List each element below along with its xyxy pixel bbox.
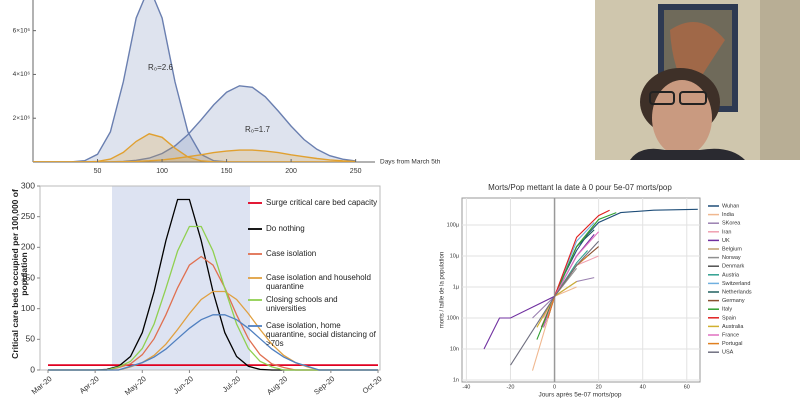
x-tick-label: -40: [462, 384, 470, 390]
y-tick-label: 10µ: [450, 253, 460, 259]
legend-label: Norway: [722, 255, 741, 261]
y-tick-label: 10n: [450, 346, 459, 352]
webcam: [595, 0, 800, 160]
y-tick-label: 4×10⁶: [13, 71, 31, 78]
y-axis-label: morts / taille de la population: [440, 252, 446, 328]
series-line: [483, 233, 595, 350]
y-tick-label: 100n: [447, 315, 459, 321]
legend-label: Italy: [722, 307, 732, 313]
x-tick-label: 200: [285, 168, 297, 175]
legend-label: Iran: [722, 229, 731, 235]
x-tick-label: 250: [350, 168, 362, 175]
x-tick-label: 20: [596, 384, 602, 390]
legend-label: UK: [722, 238, 730, 244]
x-axis-label: Jours après 5e-07 morts/pop: [538, 392, 621, 399]
series-line: [554, 208, 698, 297]
legend-label: Spain: [722, 315, 736, 321]
legend-label: Australia: [722, 324, 744, 330]
legend-label: Portugal: [722, 341, 743, 347]
x-tick-label: 100: [156, 168, 168, 175]
y-tick-label: 250: [21, 211, 35, 221]
legend-label: India: [722, 212, 735, 218]
legend-label: Belgium: [722, 246, 742, 252]
y-axis-label: Critical care beds occupied per 100,000 …: [10, 189, 29, 359]
y-tick-label: 1n: [453, 377, 459, 383]
series-line: [536, 281, 577, 328]
y-tick-label: 1µ: [453, 284, 460, 290]
legend-label: Austria: [722, 272, 740, 278]
x-tick-label: 50: [94, 168, 102, 175]
series-line: [536, 212, 617, 340]
x-tick-label: Aug-20: [265, 374, 289, 396]
x-tick-label: 0: [553, 384, 556, 390]
line-series: [48, 198, 378, 371]
x-tick-label: -20: [507, 384, 515, 390]
intervention-period: [112, 186, 250, 370]
x-tick-label: Mar-20: [30, 374, 54, 396]
x-tick-label: May-20: [123, 374, 148, 397]
legend-label: Netherlands: [722, 289, 752, 295]
legend-label: Case isolation: [266, 249, 317, 258]
y-tick-label: 100: [21, 303, 35, 313]
legend-label: Switzerland: [722, 281, 750, 287]
y-tick-label: 200: [21, 242, 35, 252]
y-tick-label: 0: [30, 364, 35, 374]
area-line: [33, 0, 356, 162]
annotation: R₀=2.6: [148, 63, 173, 72]
legend-label: Surge critical care bed capacity: [266, 198, 378, 207]
legend-label: Case isolation and household quarantine: [266, 273, 371, 291]
area-line: [33, 85, 356, 162]
x-tick-label: 60: [684, 384, 690, 390]
series-line: [542, 231, 600, 328]
legend-label: USA: [722, 350, 734, 356]
chart-title: Morts/Pop mettant la date à 0 pour 5e-07…: [488, 183, 672, 192]
y-tick-label: 2×10⁶: [13, 115, 31, 122]
y-tick-label: 50: [26, 334, 36, 344]
x-tick-label: Oct-20: [361, 374, 384, 395]
legend-label: Closing schools and universities: [266, 295, 338, 313]
area-line: [33, 149, 356, 162]
y-tick-label: 6×10⁶: [13, 27, 31, 34]
legend-label: Case isolation, home quarantine, social …: [266, 321, 376, 348]
legend-label: France: [722, 332, 739, 338]
x-tick-label: Jul-20: [221, 374, 242, 394]
x-tick-label: Apr-20: [78, 374, 101, 395]
series-line: [510, 240, 600, 366]
legend-label: Do nothing: [266, 224, 305, 233]
area-series: [33, 0, 356, 162]
x-axis-label: Days from March 5th: [380, 159, 441, 166]
legend-label: Denmark: [722, 264, 745, 270]
series-line: [48, 314, 378, 371]
y-tick-label: 100µ: [447, 222, 460, 228]
x-tick-label: Jun-20: [172, 374, 195, 396]
line-series: [483, 208, 698, 371]
legend-label: Germany: [722, 298, 745, 304]
legend-label: SKorea: [722, 221, 741, 227]
grid: [462, 198, 700, 382]
y-tick-label: 300: [21, 180, 35, 190]
legend-label: Wuhan: [722, 203, 739, 209]
x-tick-label: 150: [221, 168, 233, 175]
plot-frame: [461, 197, 701, 383]
annotation: R₀=1.7: [245, 125, 270, 134]
x-tick-label: Sep-20: [312, 374, 336, 396]
y-tick-label: 150: [21, 272, 35, 282]
x-tick-label: 40: [640, 384, 646, 390]
